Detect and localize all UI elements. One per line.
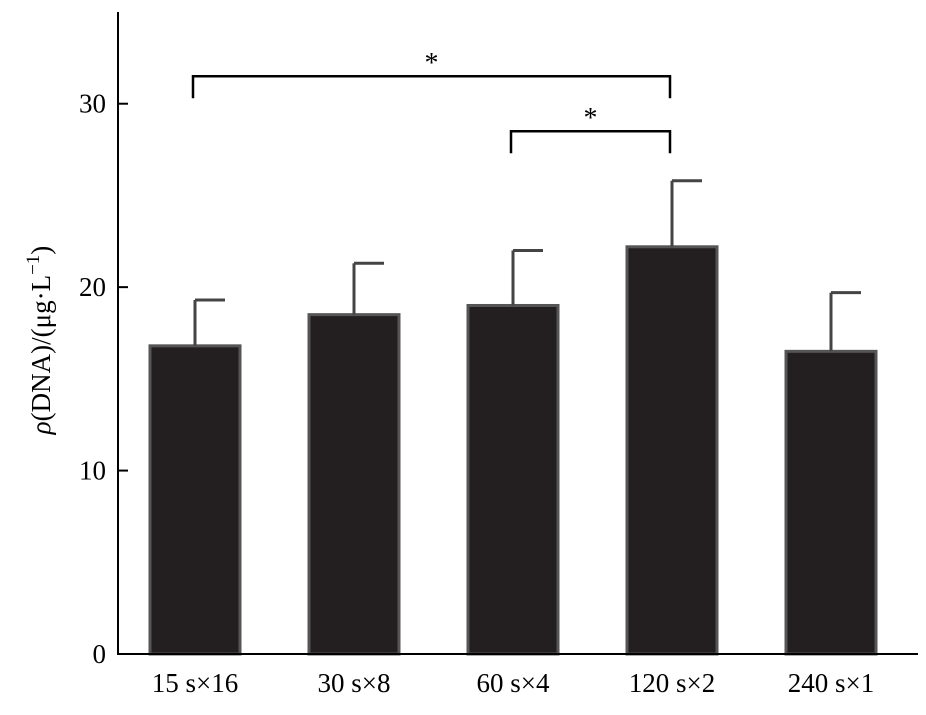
- bars-layer: [148, 245, 878, 656]
- bar: [307, 313, 401, 656]
- x-tick-label: 15 s×16: [152, 668, 238, 698]
- y-axis-title-rho: ρ: [26, 421, 56, 435]
- axes-layer: [117, 12, 918, 655]
- bar: [784, 349, 878, 656]
- bar: [625, 245, 719, 656]
- y-axis-title-close: ): [26, 246, 56, 255]
- x-tick-label: 120 s×2: [629, 668, 715, 698]
- x-tick-label: 240 s×1: [788, 668, 874, 698]
- significance-star: *: [425, 48, 439, 79]
- y-axis-title-exponent: −1: [23, 255, 44, 275]
- y-axis-title-main: (DNA)/(μg·L: [26, 275, 56, 421]
- x-tick-label: 30 s×8: [318, 668, 391, 698]
- y-axis-title: ρ(DNA)/(μg·L−1): [23, 246, 56, 436]
- bar: [466, 303, 560, 656]
- significance-bracket: [191, 74, 672, 99]
- significance-bracket: [509, 129, 672, 154]
- x-tick-label: 60 s×4: [477, 668, 550, 698]
- significance-star: *: [584, 103, 598, 134]
- error-bars-layer: [193, 179, 861, 352]
- y-tick-label: 30: [79, 89, 106, 119]
- y-ticks-layer: 0 10 20 30: [79, 89, 128, 669]
- bar: [148, 344, 242, 656]
- y-tick-label: 20: [79, 272, 106, 302]
- significance-layer: **: [191, 48, 672, 154]
- y-tick-label: 10: [79, 456, 106, 486]
- y-tick-label: 0: [93, 639, 107, 669]
- x-ticks-layer: 15 s×16 30 s×8 60 s×4 120 s×2 240 s×1: [152, 668, 874, 698]
